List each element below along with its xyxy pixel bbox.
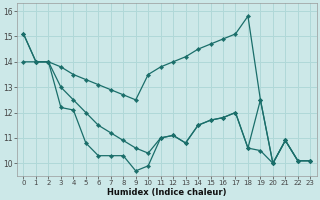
- X-axis label: Humidex (Indice chaleur): Humidex (Indice chaleur): [107, 188, 227, 197]
